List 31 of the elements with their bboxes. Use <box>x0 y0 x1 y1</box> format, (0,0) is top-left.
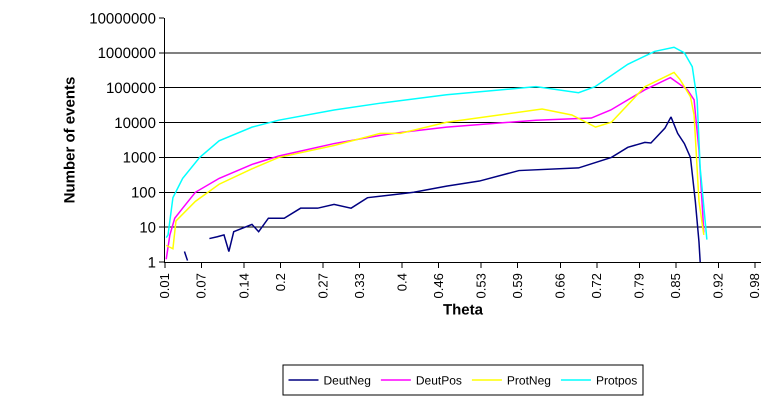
x-tick-label: 0.85 <box>668 273 684 299</box>
y-tick-label: 100000 <box>106 80 156 97</box>
y-tick-label: 10000 <box>114 114 156 132</box>
x-tick-label: 0.98 <box>747 273 762 299</box>
line-series <box>165 46 708 240</box>
x-tick-label: 0.92 <box>710 273 726 299</box>
x-tick-label: 0.07 <box>194 273 209 299</box>
x-tick-label: 0.4 <box>394 273 410 292</box>
x-tick-label: 0.2 <box>272 273 288 292</box>
x-tick-label: 0.33 <box>352 273 367 299</box>
legend-label: DeutNeg <box>324 374 371 388</box>
x-tick-label: 0.01 <box>157 273 172 299</box>
x-tick-label: 0.66 <box>552 273 568 299</box>
x-tick-label: 0.53 <box>473 273 488 299</box>
x-tick-label: 0.46 <box>430 273 446 299</box>
y-axis-title: Number of events <box>62 76 78 204</box>
x-axis-title: Theta <box>442 302 484 319</box>
x-tick-label: 0.72 <box>589 273 604 299</box>
y-tick-label: 10000000 <box>89 10 156 28</box>
y-tick-label: 1 <box>148 254 156 272</box>
y-tick-label: 100 <box>130 184 156 202</box>
y-tick-label: 1000000 <box>98 45 156 62</box>
legend-label: Protpos <box>596 374 638 388</box>
x-tick-label: 0.79 <box>632 273 647 299</box>
y-tick-label: 1000 <box>122 150 156 167</box>
x-tick-label: 0.27 <box>315 273 330 299</box>
legend-label: ProtNeg <box>506 374 551 388</box>
legend-label: DeutPos <box>416 374 462 388</box>
x-tick-label: 0.59 <box>510 273 525 299</box>
x-tick-label: 0.14 <box>236 273 252 299</box>
y-tick-label: 10 <box>139 219 156 236</box>
